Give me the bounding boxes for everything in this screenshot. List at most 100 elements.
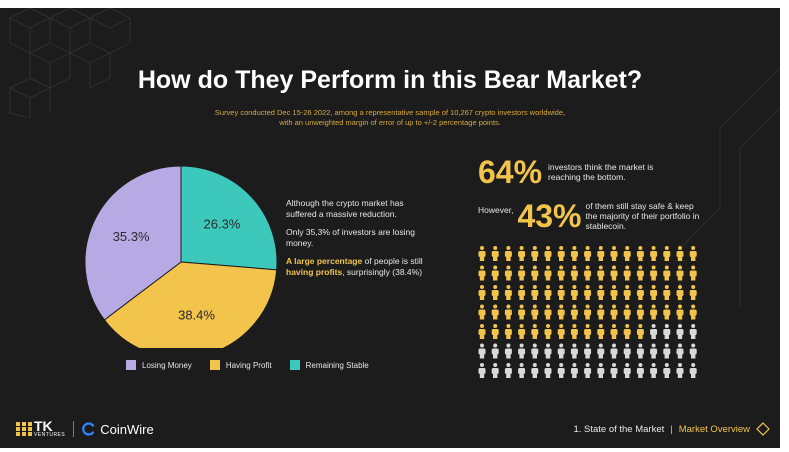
person-icon: [570, 304, 578, 320]
person-icon: [623, 265, 631, 281]
logo-separator: [73, 421, 75, 437]
person-icon: [544, 324, 552, 339]
person-icon: [544, 304, 552, 320]
stat-64-text: investors think the market is reaching t…: [548, 162, 654, 182]
legend-swatch-having-profit: [209, 360, 220, 370]
person-icon: [570, 343, 578, 359]
tk-sub: VENTURES: [34, 432, 66, 438]
person-icon: [504, 265, 512, 281]
pie-slice-remaining-stable: [180, 165, 278, 271]
person-icon: [689, 304, 697, 320]
person-icon: [650, 304, 658, 320]
pie-label-remaining-stable: 26.3%: [204, 216, 241, 231]
person-icon: [478, 246, 486, 261]
person-icon: [597, 246, 605, 261]
pie-description: Although the crypto market has suffered …: [286, 198, 426, 285]
stat-64: 64% investors think the market is reachi…: [478, 156, 668, 188]
person-icon: [531, 324, 539, 339]
nav-section: 1. State of the Market: [573, 423, 665, 435]
person-icon: [636, 285, 644, 300]
person-icon: [518, 343, 526, 359]
person-icon: [531, 265, 539, 281]
legend-label-losing-money: Losing Money: [142, 360, 192, 370]
coinwire-c-icon: [82, 422, 95, 436]
person-icon: [663, 265, 671, 281]
person-icon: [518, 363, 526, 378]
person-icon: [557, 265, 565, 281]
legend-swatch-losing-money: [126, 360, 136, 370]
person-icon: [478, 363, 486, 378]
person-icon: [584, 324, 592, 339]
person-icon: [584, 246, 592, 261]
person-icon: [557, 304, 565, 320]
legend-item-remaining-stable: Remaining Stable: [289, 360, 369, 370]
pie-slice-losing-money: [84, 165, 182, 321]
person-icon: [676, 363, 684, 378]
person-icon: [663, 285, 671, 300]
person-icon: [504, 304, 512, 320]
person-icon: [478, 343, 486, 359]
pie-slice-having-profit: [103, 261, 278, 348]
person-icon: [518, 304, 526, 320]
legend-item-losing-money: Losing Money: [126, 360, 192, 370]
person-icon: [650, 343, 658, 359]
person-icon: [570, 265, 578, 281]
page-subtitle: Survey conducted Dec 15-26 2022, among a…: [140, 108, 640, 128]
nav-separator: |: [670, 423, 673, 435]
person-icon: [557, 246, 565, 261]
person-icon: [557, 343, 565, 359]
page-title: How do They Perform in this Bear Market?: [137, 66, 643, 94]
person-icon: [557, 285, 565, 300]
person-icon: [518, 324, 526, 339]
person-icon: [478, 304, 486, 320]
person-icon: [623, 363, 631, 378]
person-icon: [504, 343, 512, 359]
person-icon: [544, 285, 552, 300]
legend-label-remaining-stable: Remaining Stable: [305, 360, 369, 370]
person-icon: [676, 265, 684, 281]
person-icon: [663, 304, 671, 320]
person-icon: [610, 363, 618, 378]
coinwire-text: CoinWire: [100, 421, 154, 437]
person-icon: [623, 285, 631, 300]
person-icon: [531, 246, 539, 261]
legend-item-having-profit: Having Profit: [209, 360, 272, 370]
tk-text: TK: [34, 418, 53, 434]
legend-swatch-remaining-stable: [289, 360, 300, 370]
description-p3-end: , surprisingly (38.4%): [342, 267, 423, 277]
person-icon: [650, 324, 658, 339]
person-icon: [491, 265, 499, 281]
tk-grid-icon: [16, 422, 32, 436]
person-icon: [478, 324, 486, 339]
footer-logos: TK VENTURES CoinWire: [16, 418, 154, 438]
person-icon: [491, 246, 499, 261]
pie-label-losing-money: 35.3%: [113, 229, 150, 244]
people-grid: [478, 246, 697, 378]
footer-navigation: 1. State of the Market | Market Overview: [573, 422, 770, 436]
person-icon: [518, 285, 526, 300]
person-icon: [636, 363, 644, 378]
slide: How do They Perform in this Bear Market?…: [0, 8, 780, 448]
cube-decoration: [8, 8, 132, 118]
stat-43-value: 43%: [517, 198, 582, 234]
description-p1: Although the crypto market has suffered …: [286, 198, 404, 219]
subtitle-line-2: with an unweighted margin of error of up…: [279, 118, 501, 127]
person-icon: [610, 304, 618, 320]
person-icon: [570, 285, 578, 300]
person-icon: [491, 304, 499, 320]
person-icon: [610, 285, 618, 300]
person-icon: [597, 324, 605, 339]
person-icon: [650, 363, 658, 378]
person-icon: [557, 363, 565, 378]
person-icon: [597, 343, 605, 359]
chart-legend: Losing Money Having Profit Remaining Sta…: [126, 360, 369, 370]
person-icon: [650, 246, 658, 261]
person-icon: [689, 246, 697, 261]
person-icon: [491, 285, 499, 300]
diamond-icon: [756, 422, 770, 436]
person-icon: [504, 324, 512, 339]
stat-43-text: of them still stay safe & keep the major…: [585, 201, 700, 231]
person-icon: [689, 285, 697, 300]
person-icon: [663, 343, 671, 359]
person-icon: [610, 265, 618, 281]
